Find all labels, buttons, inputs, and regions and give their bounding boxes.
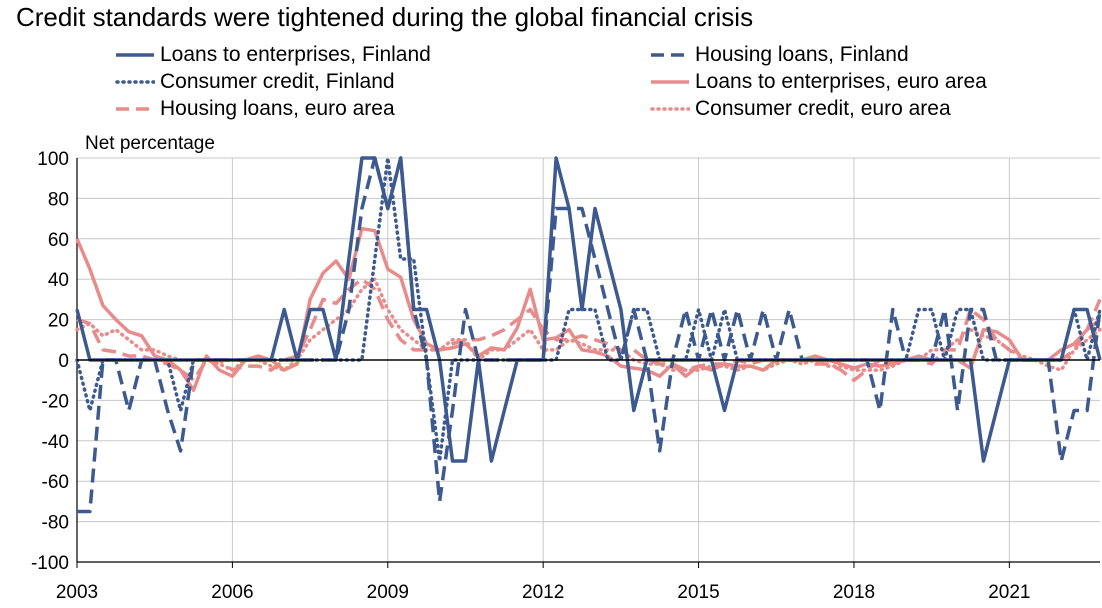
legend-swatch-dashed-blue: [651, 53, 689, 57]
y-tick-label: 60: [48, 230, 69, 251]
y-tick-label: -20: [42, 391, 69, 412]
chart-title: Credit standards were tightened during t…: [16, 2, 754, 32]
y-tick-label: -60: [42, 472, 69, 493]
x-tick-label: 2018: [833, 582, 875, 603]
legend-label: Loans to enterprises, Finland: [160, 43, 431, 66]
legend-label: Housing loans, Finland: [695, 43, 909, 66]
y-tick-label: 0: [58, 351, 69, 372]
y-tick-label: 80: [48, 189, 69, 210]
x-tick-label: 2015: [677, 582, 719, 603]
legend-label: Consumer credit, euro area: [695, 97, 951, 120]
x-tick-label: 2009: [367, 582, 409, 603]
y-tick-label: 40: [48, 270, 69, 291]
legend-swatch-solid-blue: [116, 53, 154, 57]
x-tick-label: 2012: [522, 582, 564, 603]
x-tick-label: 2006: [211, 582, 253, 603]
legend-label: Loans to enterprises, euro area: [695, 70, 987, 93]
legend-label: Consumer credit, Finland: [160, 70, 395, 93]
legend-swatch-dotted-pink: [650, 107, 690, 111]
series-line-housing-loans-euro-area: [76, 277, 1102, 382]
y-tick-label: -40: [42, 432, 69, 453]
legend-label: Housing loans, euro area: [160, 97, 395, 120]
y-tick-label: 20: [48, 311, 69, 332]
legend-swatch-dashed-pink: [116, 107, 154, 111]
x-tick-label: 2021: [988, 582, 1030, 603]
y-tick-label: 100: [37, 149, 69, 170]
legend-swatch-solid-pink: [651, 80, 689, 84]
x-tick-label: 2003: [56, 582, 98, 603]
series-line-housing-loans-finland: [77, 156, 1102, 514]
legend-swatch-dotted-blue: [115, 80, 155, 84]
series-line-consumer-credit-finland: [75, 156, 1102, 463]
y-tick-label: -100: [31, 553, 69, 574]
y-axis-unit-label: Net percentage: [85, 133, 215, 154]
y-tick-label: -80: [42, 513, 69, 534]
